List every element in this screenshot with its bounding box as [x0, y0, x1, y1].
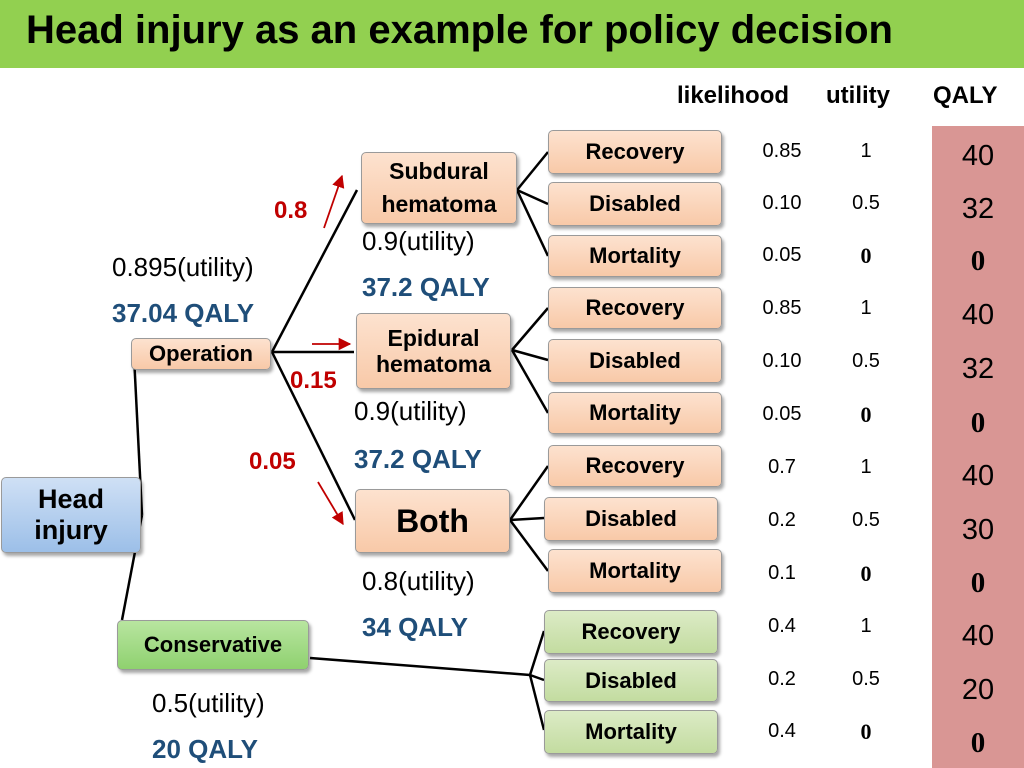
- qaly-cell: 0: [970, 727, 986, 759]
- edge-both-recovery: [508, 465, 550, 521]
- edge-epidural-recovery: [511, 307, 549, 351]
- outcome-box: Mortality: [548, 392, 722, 434]
- utility-cell: 1: [860, 456, 872, 478]
- outcome-box: Mortality: [544, 710, 718, 754]
- qaly-cell: 0: [970, 567, 986, 599]
- utility-cell: 0.5: [852, 350, 880, 372]
- qaly-cell: 0: [970, 245, 986, 277]
- edge-both-disabled: [509, 516, 545, 522]
- node-both: Both: [355, 489, 510, 553]
- utility-cell: 1: [860, 297, 872, 319]
- prob-both: 0.05: [249, 448, 296, 475]
- qaly-cell: 0: [970, 407, 986, 439]
- edge-epidural-mortality: [510, 349, 550, 414]
- outcome-box: Mortality: [548, 235, 722, 277]
- edge-conservative-disabled: [529, 673, 545, 682]
- utility-cell: 0.5: [852, 192, 880, 214]
- utility-cell: 0.5: [852, 509, 880, 531]
- edge-subdural-mortality: [515, 189, 550, 257]
- outcome-box: Disabled: [544, 497, 718, 541]
- outcome-box: Mortality: [548, 549, 722, 593]
- outcome-box: Recovery: [548, 445, 722, 487]
- node-operation: Operation: [131, 338, 271, 370]
- epidural-utility: 0.9(utility): [354, 396, 467, 426]
- qaly-cell: 40: [961, 620, 995, 652]
- outcome-box: Disabled: [544, 659, 718, 702]
- both-qaly: 34 QALY: [362, 612, 468, 642]
- likelihood-cell: 0.05: [762, 244, 802, 266]
- likelihood-cell: 0.4: [768, 615, 796, 637]
- epidural-qaly: 37.2 QALY: [354, 444, 482, 474]
- edge-conservative-node: [309, 656, 531, 677]
- outcome-box: Disabled: [548, 339, 722, 383]
- likelihood-cell: 0.10: [762, 192, 802, 214]
- likelihood-cell: 0.10: [762, 350, 802, 372]
- likelihood-cell: 0.85: [762, 297, 802, 319]
- outcome-box: Recovery: [548, 287, 722, 329]
- likelihood-cell: 0.85: [762, 140, 802, 162]
- subdural-qaly: 37.2 QALY: [362, 272, 490, 302]
- subdural-utility: 0.9(utility): [362, 226, 475, 256]
- likelihood-cell: 0.05: [762, 403, 802, 425]
- qaly-cell: 20: [961, 674, 995, 706]
- operation-qaly: 37.04 QALY: [112, 298, 255, 328]
- qaly-cell: 40: [961, 460, 995, 492]
- edge-conservative-recovery: [528, 630, 546, 676]
- header-qaly: QALY: [933, 82, 998, 109]
- qaly-cell: 30: [961, 514, 995, 546]
- conservative-utility: 0.5(utility): [152, 688, 265, 718]
- utility-cell: 0: [860, 719, 872, 744]
- edge-epidural-disabled: [511, 348, 549, 362]
- node-subdural: Subdural hematoma: [361, 152, 517, 224]
- page-title: Head injury as an example for policy dec…: [26, 8, 893, 52]
- utility-cell: 0: [860, 561, 872, 586]
- likelihood-cell: 0.2: [768, 668, 796, 690]
- likelihood-cell: 0.1: [768, 562, 796, 584]
- qaly-column: [932, 126, 1024, 768]
- edge-both-mortality: [508, 519, 550, 572]
- header-utility: utility: [826, 82, 890, 109]
- utility-cell: 0: [860, 402, 872, 427]
- utility-cell: 1: [860, 140, 872, 162]
- qaly-cell: 32: [961, 193, 995, 225]
- qaly-cell: 40: [961, 140, 995, 172]
- arrow-subdural: [323, 174, 345, 229]
- edge-operation-both: [270, 351, 357, 521]
- edge-subdural-recovery: [516, 151, 549, 191]
- outcome-box: Recovery: [548, 130, 722, 174]
- node-head-injury: Head injury: [1, 477, 141, 553]
- likelihood-cell: 0.7: [768, 456, 796, 478]
- utility-cell: 0.5: [852, 668, 880, 690]
- utility-cell: 0: [860, 243, 872, 268]
- arrow-both: [317, 481, 344, 526]
- outcome-box: Recovery: [544, 610, 718, 654]
- outcome-box: Disabled: [548, 182, 722, 226]
- utility-cell: 1: [860, 615, 872, 637]
- operation-utility: 0.895(utility): [112, 252, 254, 282]
- likelihood-cell: 0.2: [768, 509, 796, 531]
- header-likelihood: likelihood: [677, 82, 790, 109]
- likelihood-cell: 0.4: [768, 720, 796, 742]
- edge-operation-subdural: [270, 189, 359, 353]
- both-utility: 0.8(utility): [362, 566, 475, 596]
- qaly-cell: 32: [961, 353, 995, 385]
- node-epidural: Epidural hematoma: [356, 313, 511, 389]
- conservative-qaly: 20 QALY: [152, 734, 258, 764]
- edge-subdural-disabled: [516, 188, 549, 206]
- qaly-cell: 40: [961, 299, 995, 331]
- prob-subdural: 0.8: [274, 197, 308, 224]
- prob-epidural: 0.15: [290, 367, 337, 394]
- title-bar: [0, 0, 1024, 68]
- edge-conservative-mortality: [528, 674, 546, 731]
- node-conservative: Conservative: [117, 620, 309, 670]
